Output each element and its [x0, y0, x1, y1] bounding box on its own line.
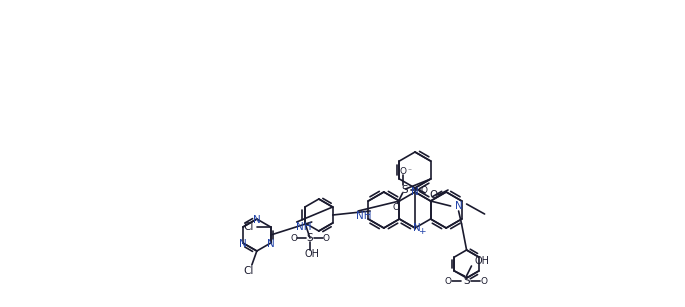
Text: N: N: [411, 187, 419, 197]
Text: O: O: [290, 234, 297, 243]
Text: N: N: [253, 215, 261, 225]
Text: OH: OH: [475, 256, 490, 266]
Text: S: S: [463, 276, 470, 286]
Text: N: N: [239, 239, 247, 249]
Text: OH: OH: [304, 249, 319, 259]
Text: O: O: [392, 203, 399, 212]
Text: S: S: [401, 185, 408, 195]
Text: +: +: [419, 227, 426, 235]
Text: Cl: Cl: [243, 222, 254, 232]
Text: N: N: [266, 239, 275, 249]
Text: O: O: [323, 234, 329, 243]
Text: ⁻: ⁻: [408, 166, 412, 176]
Text: O: O: [481, 277, 488, 286]
Text: O: O: [445, 277, 452, 286]
Text: N: N: [455, 201, 462, 211]
Text: NH: NH: [356, 211, 372, 221]
Text: Cl: Cl: [244, 266, 254, 276]
Text: O: O: [420, 185, 427, 195]
Text: N: N: [413, 223, 421, 233]
Text: O: O: [399, 166, 406, 176]
Text: O: O: [429, 190, 437, 200]
Text: NH: NH: [296, 222, 312, 232]
Text: S: S: [307, 233, 313, 243]
